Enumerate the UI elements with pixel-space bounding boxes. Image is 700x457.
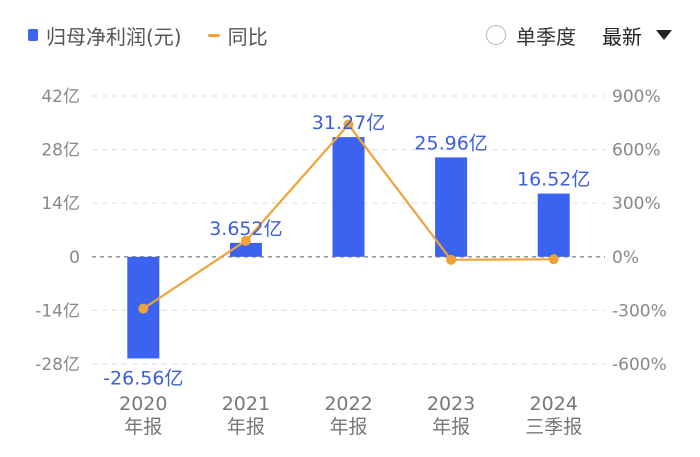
yoy-point xyxy=(343,119,354,130)
x-tick-period: 年报 xyxy=(329,416,367,438)
x-tick-year: 2024 xyxy=(530,393,578,415)
legend-label-yoy: 同比 xyxy=(227,24,268,49)
bar-swatch-icon xyxy=(28,29,38,41)
y-left-tick-label: -14亿 xyxy=(35,301,80,321)
x-tick-period: 年报 xyxy=(432,416,470,438)
yoy-point xyxy=(446,254,457,265)
bar xyxy=(435,157,468,257)
bar-data-label: 16.52亿 xyxy=(517,169,590,191)
x-tick-period: 年报 xyxy=(227,416,265,438)
bar-data-label: -26.56亿 xyxy=(103,367,183,389)
y-right-tick-label: 0% xyxy=(612,248,639,268)
y-left-tick-label: 42亿 xyxy=(41,87,80,107)
yoy-point xyxy=(548,254,559,265)
bar xyxy=(537,193,570,257)
y-right-tick-label: 900% xyxy=(612,87,661,107)
y-left-tick-label: 28亿 xyxy=(41,141,80,161)
y-left-tick-label: 0 xyxy=(69,248,80,268)
legend: 归母净利润(元) 同比 xyxy=(28,20,294,50)
y-left-tick-label: -28亿 xyxy=(35,355,80,375)
line-swatch-icon xyxy=(207,33,220,37)
single-quarter-label[interactable]: 单季度 xyxy=(516,24,576,49)
x-tick-year: 2022 xyxy=(324,393,372,415)
caret-down-icon xyxy=(656,30,672,40)
bar xyxy=(332,137,365,257)
yoy-point xyxy=(138,303,149,314)
legend-label-profit: 归母净利润(元) xyxy=(46,24,182,49)
x-tick-year: 2020 xyxy=(119,393,167,415)
y-right-tick-label: 600% xyxy=(612,141,661,161)
x-tick-period: 三季报 xyxy=(525,416,582,438)
y-right-tick-label: -600% xyxy=(612,355,667,375)
sort-dropdown-label: 最新 xyxy=(602,24,642,49)
legend-item-profit[interactable]: 归母净利润(元) xyxy=(28,21,182,50)
chart-controls: 单季度 最新 xyxy=(486,20,672,50)
y-left-tick-label: 14亿 xyxy=(41,194,80,214)
bar-data-label: 31.27亿 xyxy=(312,112,385,134)
single-quarter-radio[interactable] xyxy=(486,25,506,45)
legend-item-yoy[interactable]: 同比 xyxy=(207,21,268,50)
y-right-tick-label: 300% xyxy=(612,194,661,214)
bar-data-label: 25.96亿 xyxy=(414,132,487,154)
yoy-point xyxy=(240,235,251,246)
x-tick-year: 2021 xyxy=(222,393,270,415)
y-right-tick-label: -300% xyxy=(612,301,667,321)
sort-dropdown[interactable]: 最新 xyxy=(602,21,672,50)
x-tick-period: 年报 xyxy=(124,416,162,438)
x-tick-year: 2023 xyxy=(427,393,475,415)
bar-data-label: 3.652亿 xyxy=(209,218,282,240)
